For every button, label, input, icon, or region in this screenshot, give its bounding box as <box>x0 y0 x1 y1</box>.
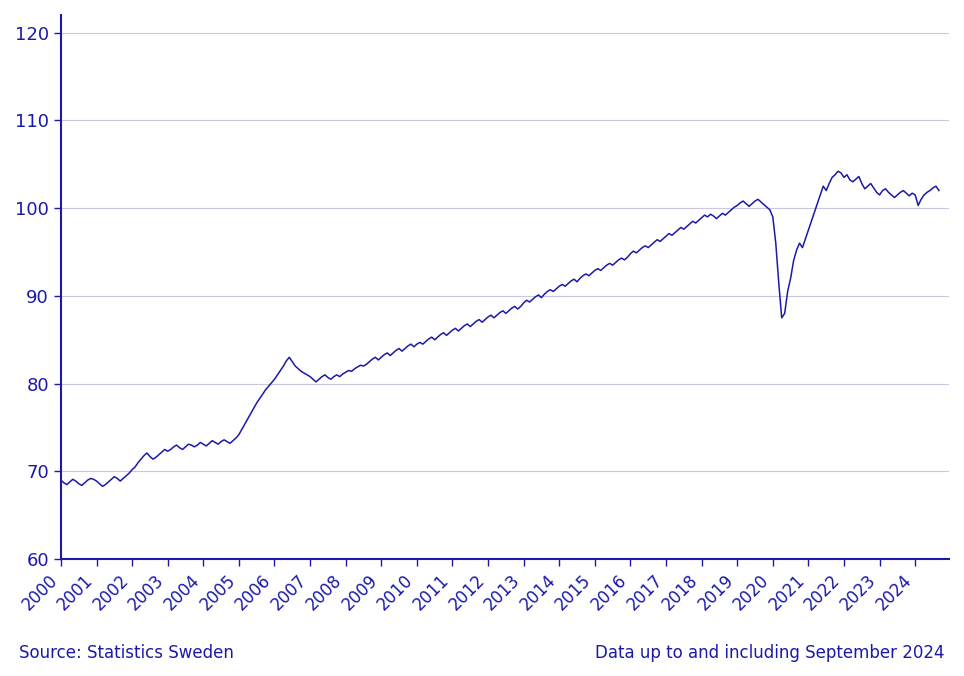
Text: Source: Statistics Sweden: Source: Statistics Sweden <box>19 644 234 662</box>
Text: Data up to and including September 2024: Data up to and including September 2024 <box>595 644 945 662</box>
